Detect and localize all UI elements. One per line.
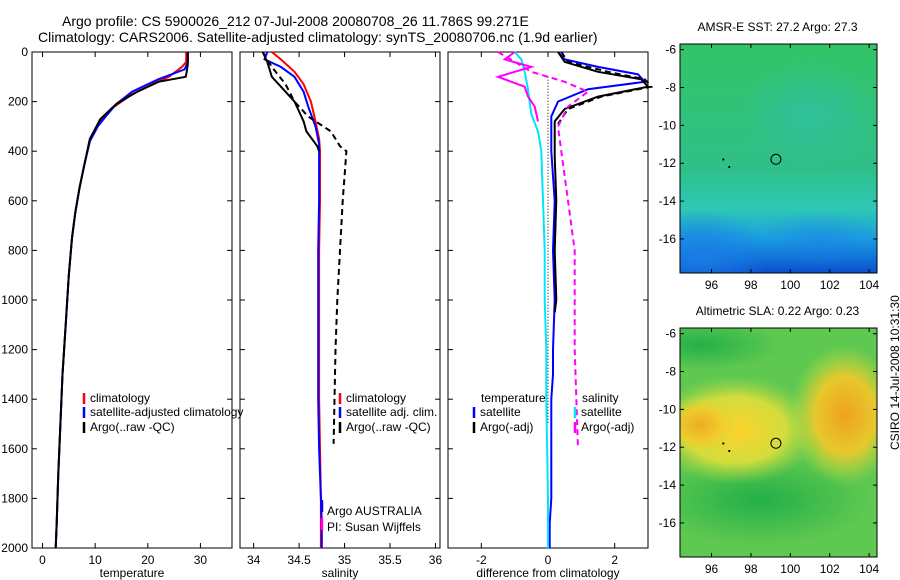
x-tick-label-0: 10 (88, 553, 102, 567)
x-tick-label-2: 0 (545, 553, 552, 567)
y-tick-label: 1800 (1, 491, 28, 505)
legend-sal-argo-label: Argo(..raw -QC) (346, 420, 431, 434)
x-tick-label-1: 34 (247, 553, 261, 567)
charts-layer: 0 10 20 30020040060080010001200140016001800… (1, 43, 879, 580)
series-line-2-4 (494, 51, 539, 122)
y-tick-label: 800 (8, 243, 28, 257)
legend-temp-clim-label: climatology (90, 391, 150, 405)
y-tick-label: 600 (8, 194, 28, 208)
map-x-tick-label-3: 102 (820, 278, 840, 292)
map-y-tick-label-4: -12 (659, 440, 677, 454)
argo-position-marker-4 (770, 437, 782, 449)
x-tick-label-1: 35 (338, 553, 352, 567)
x-tick-label-0: 0 (39, 553, 46, 567)
map-x-tick-label-3: 96 (705, 278, 719, 292)
y-tick-label: 1000 (1, 293, 28, 307)
map-frame-3 (679, 43, 878, 274)
series-line-2-5 (497, 51, 590, 449)
x-tick-label-1: 36 (429, 553, 443, 567)
legend-diff-temp-sat-label: satellite (480, 405, 521, 419)
legend-diff-sal-argo-label: Argo(-adj) (581, 420, 634, 434)
series-line-1-1 (263, 51, 323, 548)
legend-sal-sat-label: satellite adj. clim. (346, 405, 437, 419)
plot-frame-1 (239, 51, 441, 549)
sla-heatmap (680, 328, 877, 557)
legend-temp-sat-label: satellite-adjusted climatology (90, 405, 243, 419)
x-tick-label-1: 34.5 (287, 553, 311, 567)
series-line-2-2 (557, 51, 654, 125)
map-x-tick-label-4: 96 (705, 562, 719, 576)
map-y-tick-label-3: -14 (659, 194, 677, 208)
legend-diff-temp-header: temperature (481, 391, 546, 405)
series-line-2-0 (548, 51, 647, 548)
legend-diff-temp-argo-label: Argo(-adj) (480, 420, 533, 434)
x-tick-label-2: -2 (476, 553, 487, 567)
series-line-1-2 (261, 51, 321, 152)
sst-heatmap (680, 44, 877, 273)
x-tick-label-0: 30 (194, 553, 208, 567)
map-y-tick-label-4: -16 (659, 516, 677, 530)
map-x-tick-label-4: 104 (859, 562, 879, 576)
map-y-tick-label-4: -6 (665, 327, 676, 341)
legend-sal-clim-label: climatology (346, 391, 406, 405)
series-line-1-3 (261, 51, 348, 444)
map-y-tick-label-3: -12 (659, 156, 677, 170)
map-y-tick-label-3: -16 (659, 232, 677, 246)
y-tick-label: 1200 (1, 343, 28, 357)
sla-map-title: Altimetric SLA: 0.22 Argo: 0.23 (695, 304, 860, 318)
x-axis-label-0: temperature (100, 566, 165, 580)
series-line-2-1 (553, 51, 650, 313)
map-x-tick-label-3: 98 (744, 278, 758, 292)
map-y-tick-label-3: -10 (659, 118, 677, 132)
map-y-tick-label-3: -6 (665, 43, 676, 57)
plot-frame-0 (31, 51, 233, 549)
map-x-tick-label-3: 104 (859, 278, 879, 292)
legend-diff-sal-header: salinity (582, 391, 619, 405)
y-tick-label: 1400 (1, 392, 28, 406)
track-dot-4-0 (722, 442, 725, 445)
track-dot-3-0 (722, 158, 725, 161)
y-tick-label: 400 (8, 144, 28, 158)
map-y-tick-label-4: -10 (659, 402, 677, 416)
map-y-tick-label-3: -8 (665, 81, 676, 95)
map-y-tick-label-4: -14 (659, 478, 677, 492)
map-x-tick-label-3: 100 (780, 278, 800, 292)
map-y-tick-label-4: -8 (665, 365, 676, 379)
map-x-tick-label-4: 100 (780, 562, 800, 576)
annotation-pi: PI: Susan Wijffels (327, 520, 421, 534)
argo-position-marker-3 (770, 153, 782, 165)
legend-diff-sal-sat-label: satellite (581, 405, 622, 419)
x-tick-label-0: 20 (141, 553, 155, 567)
y-tick-label: 0 (21, 45, 28, 59)
figure-title-line2: Climatology: CARS2006. Satellite-adjuste… (38, 29, 598, 45)
figure-title-line1: Argo profile: CS 5900026_212 07-Jul-2008… (62, 13, 529, 29)
y-tick-label: 200 (8, 95, 28, 109)
legend-temp-argo-label: Argo(..raw -QC) (90, 420, 175, 434)
series-line-0-2 (54, 52, 189, 549)
y-tick-label: 2000 (1, 541, 28, 555)
x-tick-label-2: 2 (611, 553, 618, 567)
map-x-tick-label-4: 102 (820, 562, 840, 576)
annotation-argo-australia: Argo AUSTRALIA (327, 504, 422, 518)
sst-map-title: AMSR-E SST: 27.2 Argo: 27.3 (697, 20, 858, 34)
series-line-2-3 (513, 51, 549, 548)
y-tick-label: 1600 (1, 442, 28, 456)
x-axis-label-2: difference from climatology (476, 566, 619, 580)
x-axis-label-1: salinity (322, 566, 359, 580)
track-dot-4-1 (728, 449, 731, 453)
map-x-tick-label-4: 98 (744, 562, 758, 576)
x-tick-label-1: 35.5 (378, 553, 402, 567)
track-dot-3-1 (728, 165, 731, 169)
map-frame-4 (679, 327, 878, 558)
